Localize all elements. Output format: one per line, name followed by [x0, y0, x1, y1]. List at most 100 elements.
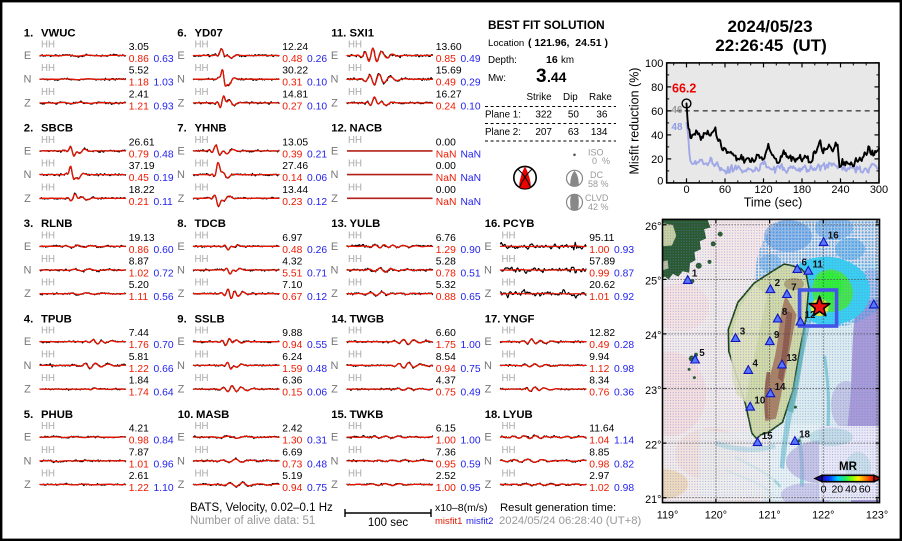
svg-text:7: 7	[791, 283, 797, 294]
svg-text:2.41: 2.41	[129, 89, 149, 100]
svg-text:Rake: Rake	[589, 92, 612, 103]
svg-text:E: E	[24, 145, 31, 157]
svg-text:5.51: 5.51	[282, 269, 302, 280]
svg-text:60: 60	[859, 484, 871, 496]
svg-text:( 121.96, 24.51 ): ( 121.96, 24.51 )	[528, 37, 608, 49]
svg-text:TPUB: TPUB	[41, 314, 72, 326]
svg-text:0.99: 0.99	[589, 269, 609, 280]
svg-text:0.60: 0.60	[154, 245, 174, 256]
svg-text:12: 12	[805, 310, 816, 321]
svg-text:0.73: 0.73	[282, 459, 302, 470]
svg-text:N: N	[24, 360, 32, 372]
svg-text:0.00: 0.00	[436, 185, 456, 196]
svg-text:15.: 15.	[331, 409, 347, 421]
svg-text:2024/05/23: 2024/05/23	[727, 17, 812, 36]
svg-text:Z: Z	[178, 384, 185, 396]
svg-text:0.64: 0.64	[154, 388, 174, 399]
svg-text:13: 13	[786, 353, 797, 364]
svg-text:1.75: 1.75	[436, 340, 456, 351]
svg-text:13.: 13.	[331, 218, 347, 230]
svg-text:20: 20	[651, 154, 663, 166]
svg-text:0.75: 0.75	[461, 364, 481, 375]
svg-text:0.29: 0.29	[461, 78, 481, 89]
svg-text:Z: Z	[331, 193, 338, 205]
svg-text:37.19: 37.19	[129, 161, 155, 172]
svg-text:HH: HH	[41, 373, 55, 384]
svg-text:HH: HH	[502, 326, 516, 337]
svg-text:0.71: 0.71	[307, 269, 327, 280]
svg-text:0.98: 0.98	[589, 459, 609, 470]
svg-text:1.14: 1.14	[614, 436, 634, 447]
svg-text:Z: Z	[24, 97, 31, 109]
svg-text:HH: HH	[502, 349, 516, 360]
svg-text:1.: 1.	[24, 27, 33, 39]
svg-text:0.48: 0.48	[307, 364, 327, 375]
svg-text:N: N	[24, 169, 32, 181]
svg-text:HH: HH	[195, 373, 209, 384]
svg-text:0.76: 0.76	[589, 388, 609, 399]
svg-text:2.61: 2.61	[129, 471, 149, 482]
svg-text:HH: HH	[195, 159, 209, 170]
svg-text:300: 300	[870, 184, 888, 196]
svg-text:0.26: 0.26	[307, 245, 327, 256]
svg-text:0.48: 0.48	[282, 54, 302, 65]
svg-text:Mw:: Mw:	[488, 73, 506, 84]
svg-text:HH: HH	[41, 254, 55, 265]
svg-text:HH: HH	[195, 135, 209, 146]
svg-text:x10–8(m/s): x10–8(m/s)	[435, 502, 488, 514]
svg-text:48: 48	[672, 122, 683, 133]
svg-text:E: E	[24, 336, 31, 348]
svg-text:N: N	[177, 455, 185, 467]
svg-text:18.: 18.	[485, 409, 501, 421]
svg-text:14: 14	[775, 382, 786, 393]
svg-text:119°: 119°	[657, 510, 679, 522]
svg-text:6: 6	[802, 258, 808, 269]
svg-text:Z: Z	[178, 97, 185, 109]
svg-text:HH: HH	[348, 40, 362, 51]
svg-text:3: 3	[536, 66, 547, 87]
svg-text:0.94: 0.94	[282, 483, 302, 494]
svg-text:58 %: 58 %	[588, 179, 609, 189]
svg-text:TWKB: TWKB	[350, 409, 384, 421]
svg-text:0.10: 0.10	[307, 78, 327, 89]
svg-text:1.21: 1.21	[129, 101, 149, 112]
svg-text:5.: 5.	[24, 409, 33, 421]
svg-text:6.76: 6.76	[436, 233, 456, 244]
svg-text:HH: HH	[41, 135, 55, 146]
svg-text:7.44: 7.44	[129, 328, 149, 339]
svg-text:E: E	[484, 432, 491, 444]
svg-text:0.79: 0.79	[129, 149, 149, 160]
svg-text:0.26: 0.26	[307, 54, 327, 65]
svg-text:BATS, Velocity, 0.02–0.1 Hz: BATS, Velocity, 0.02–0.1 Hz	[190, 502, 333, 514]
svg-text:HH: HH	[348, 254, 362, 265]
svg-text:4.32: 4.32	[282, 257, 302, 268]
svg-text:1.59: 1.59	[282, 364, 302, 375]
svg-text:122°: 122°	[812, 510, 834, 522]
svg-text:16.: 16.	[485, 218, 501, 230]
svg-text:60: 60	[719, 184, 731, 196]
svg-text:16: 16	[828, 231, 839, 242]
svg-text:TDCB: TDCB	[195, 218, 226, 230]
svg-text:HH: HH	[41, 182, 55, 193]
svg-text:0.23: 0.23	[282, 197, 302, 208]
svg-text:0.49: 0.49	[436, 78, 456, 89]
svg-text:20: 20	[831, 484, 843, 496]
svg-text:17.: 17.	[485, 314, 501, 326]
svg-text:Time (sec): Time (sec)	[744, 196, 803, 210]
svg-text:HH: HH	[41, 326, 55, 337]
svg-text:N: N	[484, 265, 492, 277]
svg-text:1.74: 1.74	[129, 388, 149, 399]
svg-text:26.61: 26.61	[129, 137, 155, 148]
svg-text:0.63: 0.63	[154, 54, 174, 65]
svg-text:0.48: 0.48	[307, 459, 327, 470]
svg-text:180: 180	[793, 184, 811, 196]
svg-text:10.: 10.	[178, 409, 194, 421]
svg-text:60: 60	[651, 106, 663, 118]
svg-text:Misfit reduction (%): Misfit reduction (%)	[628, 68, 642, 175]
svg-text:1.00: 1.00	[461, 436, 481, 447]
svg-text:40: 40	[651, 130, 663, 142]
svg-text:1.00: 1.00	[436, 483, 456, 494]
svg-text:Number of alive data: 51: Number of alive data: 51	[190, 515, 315, 527]
svg-text:Location: Location	[488, 38, 524, 49]
svg-text:N: N	[24, 74, 32, 86]
